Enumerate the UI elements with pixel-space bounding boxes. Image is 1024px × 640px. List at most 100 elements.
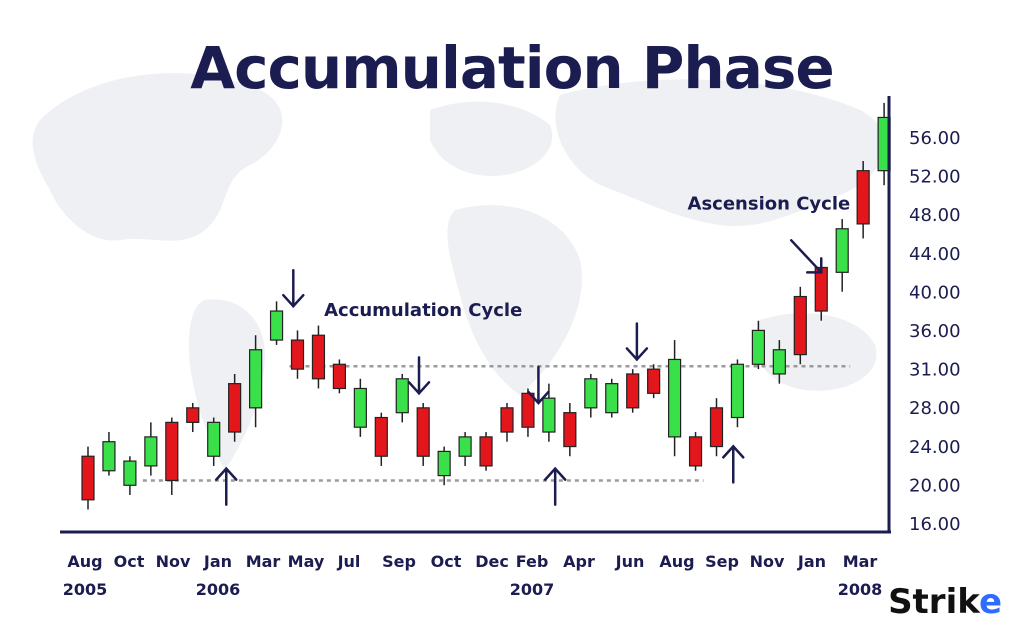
x-tick-label: Mar [843, 552, 878, 571]
candle-body-up [437, 450, 451, 477]
x-tick-label: May [288, 552, 325, 571]
candle [688, 432, 703, 471]
arrow-up-icon [722, 444, 745, 484]
candle-body-down [479, 436, 493, 467]
candle [186, 403, 200, 433]
y-tick-label: 16.00 [909, 514, 961, 535]
y-tick-label: 24.00 [909, 437, 961, 458]
candle-body-down [688, 436, 703, 467]
y-tick-label: 52.00 [909, 167, 961, 188]
x-tick-label: Aug [67, 552, 102, 571]
arrow-down-icon [625, 322, 649, 362]
candle-body-down [793, 295, 807, 356]
candle [102, 432, 116, 476]
y-tick-label: 36.00 [909, 321, 961, 342]
candle-body-up [751, 329, 766, 365]
candle [877, 102, 891, 186]
candle [479, 432, 493, 471]
candle [290, 330, 305, 379]
candle [793, 286, 807, 365]
candle [374, 412, 388, 466]
candle-body-down [165, 421, 179, 482]
candle-body-up [772, 349, 786, 375]
candle-body-up [605, 383, 619, 414]
candle [626, 369, 640, 413]
candle [751, 320, 766, 370]
map-continent-europe [430, 101, 553, 176]
candle-body-up [835, 228, 849, 273]
x-year-label: 2008 [838, 580, 883, 599]
candle-body-up [353, 387, 367, 428]
y-tick-labels: 16.00 20.00 24.00 28.00 31.00 36.00 40.00 44.00… [909, 128, 961, 535]
x-tick-label: Jan [203, 552, 232, 571]
candle-body-up [584, 378, 598, 409]
candle [228, 373, 242, 442]
arrow-up-icon [543, 466, 567, 506]
candle-body-up [730, 363, 745, 419]
candle [772, 340, 786, 384]
candle [123, 456, 137, 495]
y-tick-label: 48.00 [909, 205, 961, 226]
y-tick-label: 40.00 [909, 282, 961, 303]
map-continent-north-america [32, 73, 283, 241]
candle [647, 364, 661, 399]
candle [416, 403, 430, 466]
candle-body-down [311, 334, 326, 380]
x-tick-label: Oct [431, 552, 462, 571]
candle [269, 301, 284, 345]
x-year-label: 2006 [196, 580, 241, 599]
candle [458, 432, 472, 466]
candle [835, 219, 849, 292]
candle-body-up [144, 436, 158, 467]
candle-body-down [563, 412, 577, 448]
candle-body-down [332, 363, 346, 390]
candle-body-down [626, 373, 640, 409]
candle [207, 417, 221, 466]
x-tick-label: Sep [382, 552, 416, 571]
candle-body-down [228, 383, 242, 433]
candle [521, 388, 535, 437]
x-tick-labels: Aug Oct Nov Jan Mar May Jul Sep Oct Dec Feb Apr Jun A… [63, 552, 883, 599]
x-tick-label: Feb [516, 552, 549, 571]
y-tick-label: 56.00 [909, 128, 961, 149]
x-tick-label: Apr [563, 552, 595, 571]
candle-body-down [186, 407, 200, 423]
candle [165, 417, 179, 495]
annotation-label: Ascension Cycle [688, 193, 851, 214]
candle [667, 340, 682, 457]
candle [500, 403, 514, 442]
strike-logo: Strike [888, 582, 1002, 622]
x-tick-label: Mar [246, 552, 281, 571]
candle-body-up [395, 378, 409, 414]
candle [353, 378, 367, 437]
candle-body-down [709, 407, 724, 448]
candle [605, 378, 619, 418]
candle [730, 359, 745, 428]
annotation-label: Accumulation Cycle [324, 300, 522, 321]
candle [584, 373, 598, 418]
candle [563, 403, 577, 457]
x-tick-label: Nov [750, 552, 785, 571]
candle [249, 335, 263, 428]
candle [332, 359, 346, 394]
candle-body-down [290, 339, 305, 370]
candle-body-down [521, 392, 535, 428]
map-continent-africa [447, 205, 582, 395]
candle-body-up [249, 349, 263, 409]
map-continent-asia [555, 79, 885, 226]
candle [437, 446, 451, 486]
candle-body-up [269, 310, 284, 341]
axes [60, 96, 891, 534]
y-tick-label: 20.00 [909, 475, 961, 496]
y-tick-label: 31.00 [909, 360, 961, 381]
candle-body-up [102, 441, 116, 472]
candle [81, 446, 95, 510]
support-resistance-levels [142, 364, 851, 482]
candle [856, 161, 870, 239]
x-tick-label: Jan [797, 552, 826, 571]
x-tick-label: Jul [337, 552, 361, 571]
candle-body-down [374, 416, 388, 457]
x-tick-label: Dec [475, 552, 509, 571]
x-year-label: 2005 [63, 580, 108, 599]
